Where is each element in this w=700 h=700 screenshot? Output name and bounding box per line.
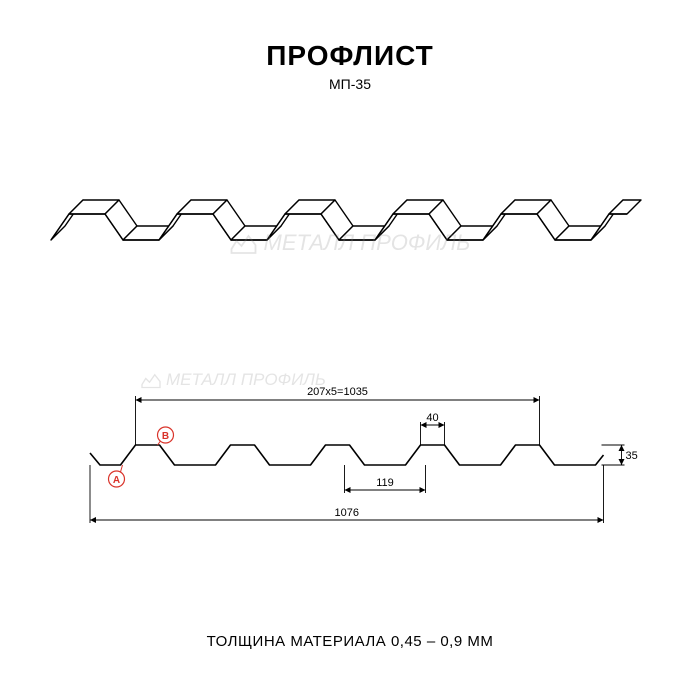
thickness-note: ТОЛЩИНА МАТЕРИАЛА 0,45 – 0,9 ММ: [0, 633, 700, 650]
title-block: ПРОФЛИСТ МП-35: [0, 0, 700, 92]
svg-text:119: 119: [376, 477, 394, 489]
svg-text:A: A: [113, 475, 120, 486]
svg-text:35: 35: [626, 450, 638, 462]
svg-text:40: 40: [426, 412, 438, 424]
svg-text:207x5=1035: 207x5=1035: [307, 386, 368, 398]
page-title: ПРОФЛИСТ: [0, 40, 700, 72]
profile-3d-illustration: [45, 165, 655, 280]
page-subtitle: МП-35: [0, 76, 700, 92]
svg-text:B: B: [162, 431, 169, 442]
svg-text:1076: 1076: [335, 507, 359, 519]
profile-schematic: 207x5=1035 40 119 1076 35 B A: [50, 370, 650, 545]
